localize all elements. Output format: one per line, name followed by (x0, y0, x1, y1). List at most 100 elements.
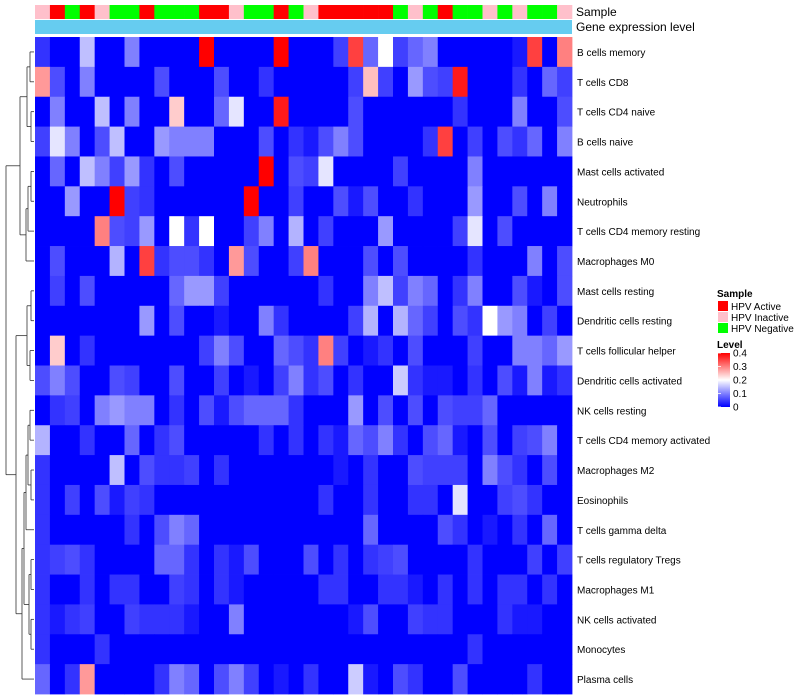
heatmap-cell (94, 126, 110, 157)
heatmap-cell (482, 246, 498, 277)
heatmap-cell (422, 395, 439, 426)
heatmap-cell (303, 395, 319, 426)
heatmap-cell (228, 126, 245, 157)
heatmap-cell (214, 216, 230, 247)
heatmap-cell (35, 335, 51, 366)
heatmap-cell (557, 275, 573, 307)
heatmap-cell (139, 604, 155, 635)
heatmap-cell (363, 275, 379, 307)
heatmap-cell (437, 664, 454, 695)
heatmap-cell (214, 186, 230, 217)
heatmap-cell (497, 604, 513, 635)
heatmap-cell (79, 425, 96, 456)
heatmap-cell (467, 37, 483, 68)
heatmap-cell (407, 216, 424, 247)
heatmap-cell (288, 335, 304, 366)
heatmap-cell (437, 305, 454, 337)
heatmap-cell (228, 37, 245, 68)
heatmap-cell (199, 544, 215, 575)
heatmap-cell (542, 126, 558, 157)
heatmap-cell (407, 395, 424, 426)
heatmap-cell (199, 604, 215, 635)
heatmap-cell (124, 514, 140, 546)
heatmap-cell (139, 634, 155, 665)
heatmap-cell (49, 186, 66, 217)
heatmap-cell (422, 574, 439, 605)
heatmap-cell (154, 574, 170, 605)
heatmap-cell (94, 634, 110, 665)
heatmap-cell (79, 634, 96, 665)
heatmap-cell (273, 455, 289, 486)
heatmap-cell (422, 514, 439, 546)
heatmap-cell (243, 37, 260, 68)
heatmap-cell (154, 664, 170, 695)
heatmap-cell (452, 305, 468, 337)
heatmap-cell (527, 126, 543, 157)
heatmap-cell (393, 305, 409, 337)
heatmap-cell (512, 126, 528, 157)
heatmap-cell (109, 365, 125, 396)
heatmap-cell (49, 634, 66, 665)
heatmap-cell (497, 425, 513, 456)
heatmap-cell (94, 156, 110, 187)
heatmap-cell (214, 96, 230, 127)
heatmap-cell (527, 425, 543, 456)
row-label: Macrophages M2 (577, 466, 655, 477)
heatmap-cell (258, 574, 275, 605)
heatmap-cell (393, 634, 409, 665)
heatmap-cell (139, 246, 155, 277)
heatmap-cell (228, 455, 245, 486)
heatmap-cell (348, 484, 364, 516)
heatmap-cell (497, 66, 513, 98)
heatmap-cell (363, 484, 379, 516)
heatmap-cell (452, 514, 468, 546)
heatmap-cell (184, 335, 200, 366)
heatmap-cell (452, 604, 468, 635)
heatmap-cell (288, 514, 304, 546)
heatmap-cell (303, 604, 319, 635)
heatmap-cell (169, 186, 185, 217)
sample-annotation-cell (422, 5, 439, 19)
heatmap-cell (348, 335, 364, 366)
heatmap-cell (258, 37, 275, 68)
heatmap-cell (154, 66, 170, 98)
heatmap-cell (184, 216, 200, 247)
heatmap-cell (94, 664, 110, 695)
heatmap-cell (333, 484, 349, 516)
heatmap-cell (527, 484, 543, 516)
heatmap-cell (422, 425, 439, 456)
heatmap-cell (393, 365, 409, 396)
heatmap-cell (407, 574, 424, 605)
heatmap-cell (467, 126, 483, 157)
heatmap-cell (64, 395, 81, 426)
heatmap-cell (378, 634, 394, 665)
heatmap-cell (243, 634, 260, 665)
heatmap-cell (467, 455, 483, 486)
heatmap-cell (154, 246, 170, 277)
sample-annotation-cell (169, 5, 185, 19)
heatmap-cell (407, 305, 424, 337)
heatmap-cell (393, 156, 409, 187)
heatmap-cell (49, 664, 66, 695)
heatmap-cell (333, 275, 349, 307)
heatmap-cell (482, 37, 498, 68)
heatmap-cell (542, 37, 558, 68)
heatmap-cell (542, 544, 558, 575)
row-label: B cells naive (577, 138, 634, 149)
heatmap-cell (35, 126, 51, 157)
heatmap-cell (452, 455, 468, 486)
heatmap-cell (497, 126, 513, 157)
heatmap-cell (109, 425, 125, 456)
heatmap-cell (527, 186, 543, 217)
heatmap-cell (422, 484, 439, 516)
heatmap-cell (437, 395, 454, 426)
heatmap-cell (393, 455, 409, 486)
heatmap-cell (363, 305, 379, 337)
heatmap-cell (363, 186, 379, 217)
heatmap-cell (109, 126, 125, 157)
heatmap-cell (139, 186, 155, 217)
heatmap-cell (542, 96, 558, 127)
sample-annotation-cell (318, 5, 334, 19)
heatmap-cell (124, 604, 140, 635)
heatmap-cell (199, 156, 215, 187)
